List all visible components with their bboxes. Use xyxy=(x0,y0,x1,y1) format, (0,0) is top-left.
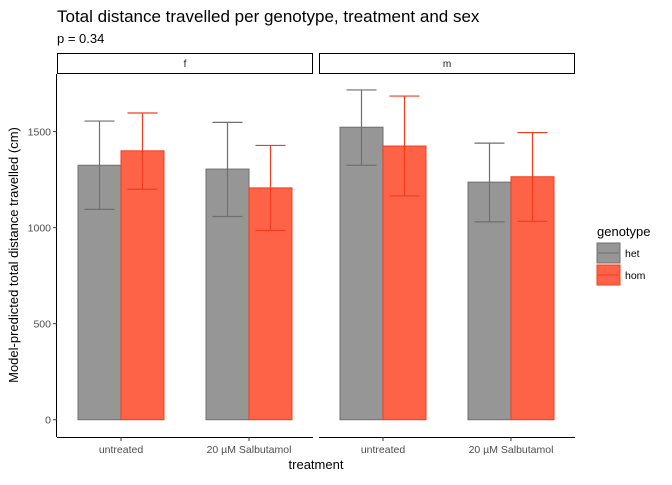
y-axis: 0 500 1000 1500 xyxy=(28,74,57,437)
y-tick-label: 500 xyxy=(33,319,51,331)
legend-label-het: het xyxy=(625,248,640,260)
chart-subtitle: p = 0.34 xyxy=(57,31,104,46)
facet-strip xyxy=(57,53,313,74)
y-tick-label: 0 xyxy=(45,415,51,427)
legend-label-hom: hom xyxy=(625,270,646,282)
x-tick-label: 20 µM Salbutamol xyxy=(469,444,554,456)
x-tick-label: untreated xyxy=(361,444,406,456)
legend: genotype het hom xyxy=(596,224,651,286)
bar-hom xyxy=(120,150,165,421)
chart-title: Total distance travelled per genotype, t… xyxy=(57,7,480,26)
plot-area xyxy=(77,89,555,421)
x-tick-label: untreated xyxy=(99,444,144,456)
bar-het xyxy=(339,126,384,421)
x-axis-label: treatment xyxy=(289,457,344,472)
x-tick-label: 20 µM Salbutamol xyxy=(207,444,292,456)
y-axis-label: Model-predicted total distance travelled… xyxy=(6,127,21,383)
facet-label: m xyxy=(443,59,451,70)
y-tick-label: 1000 xyxy=(28,223,52,235)
legend-title: genotype xyxy=(597,224,651,239)
y-tick-label: 1500 xyxy=(28,127,52,139)
facet-strip xyxy=(319,53,575,74)
facet-label: f xyxy=(184,59,187,70)
x-axis: untreated 20 µM Salbutamol untreated 20 µM … xyxy=(57,437,575,456)
